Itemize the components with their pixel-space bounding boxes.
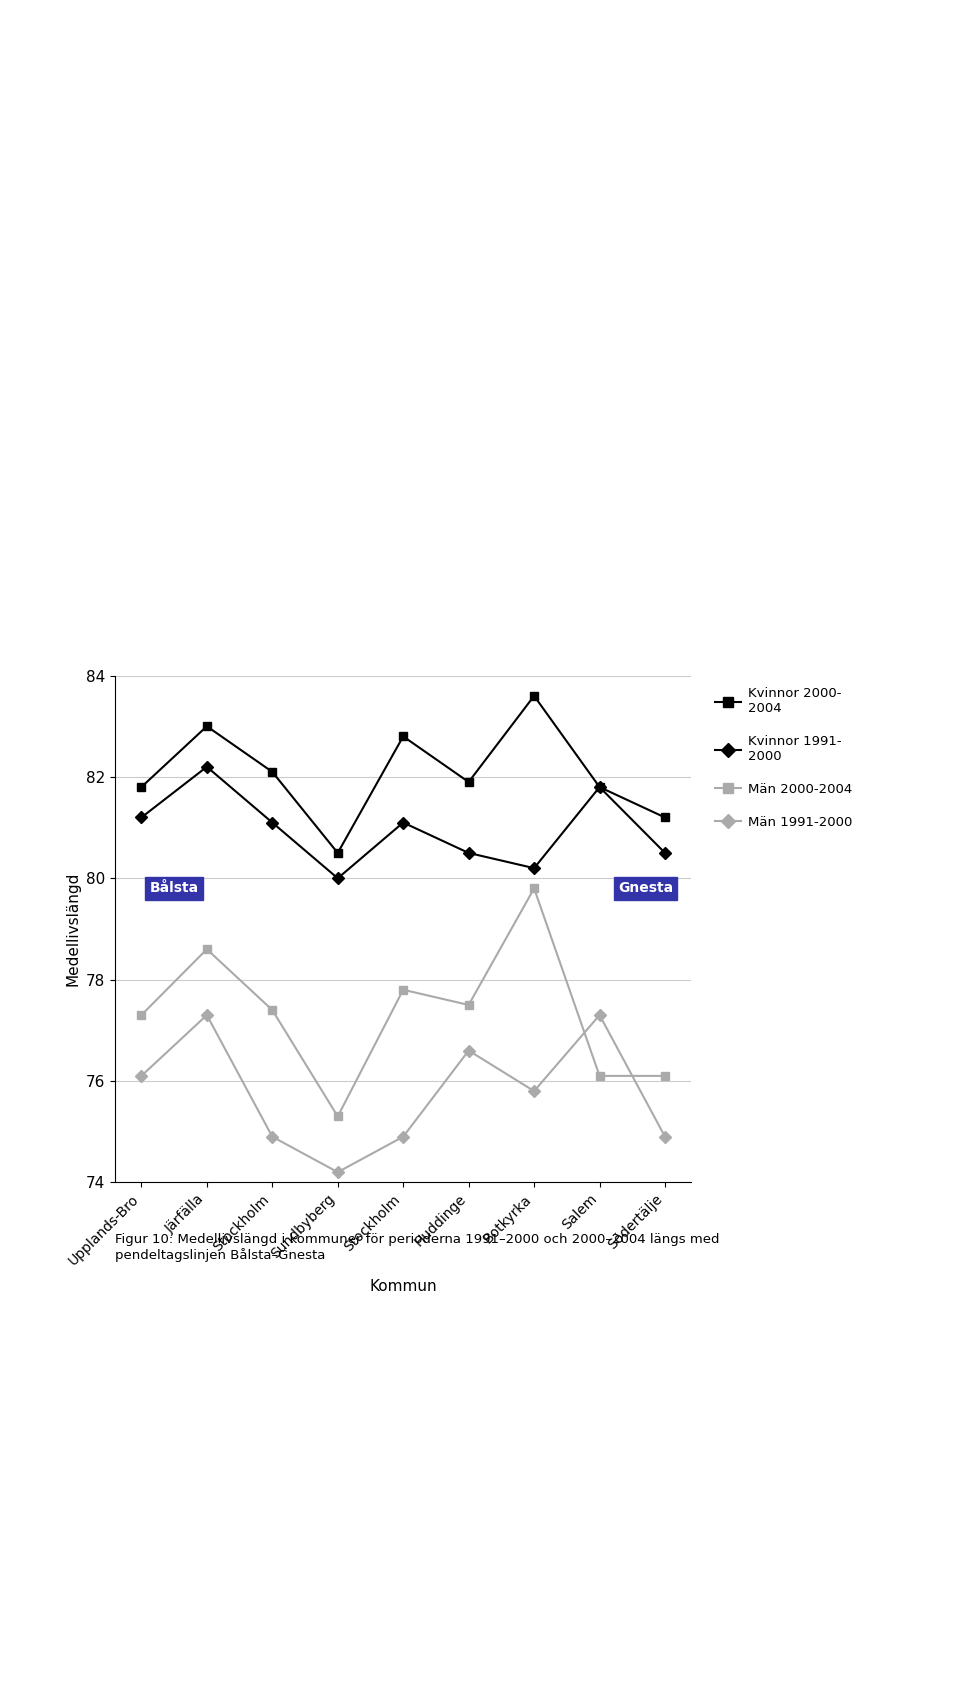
Kvinnor 2000-
2004: [594, 777, 606, 797]
Kvinnor 2000-
2004: [463, 772, 474, 792]
Kvinnor 1991-
2000: [135, 807, 147, 828]
Män 1991-2000: [463, 1040, 474, 1061]
Kvinnor 1991-
2000: [267, 812, 278, 833]
Line: Män 1991-2000: Män 1991-2000: [137, 1012, 669, 1176]
Män 2000-2004: [397, 980, 409, 1000]
Kvinnor 1991-
2000: [397, 812, 409, 833]
Text: Bålsta: Bålsta: [150, 882, 199, 895]
Män 2000-2004: [332, 1106, 344, 1127]
Text: Figur 10: Medellivslängd i kommuner för perioderna 1991–2000 och 2000–2004 längs: Figur 10: Medellivslängd i kommuner för …: [115, 1233, 720, 1262]
Kvinnor 2000-
2004: [135, 777, 147, 797]
Män 1991-2000: [528, 1081, 540, 1101]
Män 2000-2004: [463, 995, 474, 1015]
Män 2000-2004: [267, 1000, 278, 1020]
Line: Män 2000-2004: Män 2000-2004: [137, 885, 669, 1120]
Kvinnor 2000-
2004: [332, 843, 344, 863]
Kvinnor 2000-
2004: [201, 716, 212, 736]
Text: Gnesta: Gnesta: [618, 882, 673, 895]
Män 1991-2000: [135, 1066, 147, 1086]
Män 2000-2004: [660, 1066, 671, 1086]
Kvinnor 2000-
2004: [660, 807, 671, 828]
Kvinnor 1991-
2000: [528, 858, 540, 878]
Kvinnor 1991-
2000: [332, 868, 344, 888]
Line: Kvinnor 2000-
2004: Kvinnor 2000- 2004: [137, 692, 669, 856]
X-axis label: Kommun: Kommun: [370, 1279, 437, 1294]
Kvinnor 1991-
2000: [594, 777, 606, 797]
Kvinnor 2000-
2004: [528, 686, 540, 706]
Män 1991-2000: [660, 1127, 671, 1147]
Män 2000-2004: [528, 878, 540, 899]
Kvinnor 2000-
2004: [267, 762, 278, 782]
Män 1991-2000: [267, 1127, 278, 1147]
Män 1991-2000: [397, 1127, 409, 1147]
Kvinnor 1991-
2000: [660, 843, 671, 863]
Kvinnor 1991-
2000: [463, 843, 474, 863]
Kvinnor 1991-
2000: [201, 757, 212, 777]
Kvinnor 2000-
2004: [397, 726, 409, 747]
Line: Kvinnor 1991-
2000: Kvinnor 1991- 2000: [137, 763, 669, 882]
Män 1991-2000: [332, 1162, 344, 1182]
Män 1991-2000: [594, 1005, 606, 1025]
Legend: Kvinnor 2000-
2004, Kvinnor 1991-
2000, Män 2000-2004, Män 1991-2000: Kvinnor 2000- 2004, Kvinnor 1991- 2000, …: [709, 682, 857, 834]
Män 2000-2004: [135, 1005, 147, 1025]
Män 1991-2000: [201, 1005, 212, 1025]
Män 2000-2004: [201, 939, 212, 959]
Y-axis label: Medellivslängd: Medellivslängd: [65, 872, 81, 986]
Män 2000-2004: [594, 1066, 606, 1086]
